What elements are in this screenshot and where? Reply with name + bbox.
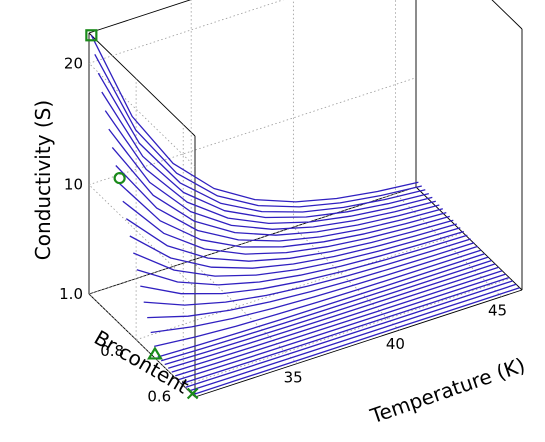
x-gridline xyxy=(293,226,400,331)
series-line xyxy=(175,270,503,377)
x-tick-label: 35 xyxy=(284,369,303,387)
series-line xyxy=(90,35,419,203)
series-line xyxy=(122,200,450,255)
series-markers xyxy=(85,29,199,400)
series-line xyxy=(150,245,478,334)
box-edge xyxy=(491,0,523,30)
box-edge xyxy=(415,186,523,291)
y-axis-title: Br content xyxy=(90,325,193,398)
z-tick-label: 20 xyxy=(64,54,83,72)
series-line xyxy=(94,53,422,208)
series-line xyxy=(118,182,447,248)
box-edge xyxy=(194,289,523,398)
series-line xyxy=(185,280,513,388)
y-gridline xyxy=(183,278,511,386)
series-line xyxy=(164,259,492,366)
z-gridline xyxy=(88,0,284,64)
series-line xyxy=(125,218,454,262)
series-line xyxy=(101,91,429,219)
cross-marker xyxy=(186,387,199,400)
z-gridline xyxy=(88,77,417,186)
y-tick-label: 0.6 xyxy=(147,388,171,406)
y-tick-label: 0.8 xyxy=(100,342,124,360)
triangle-marker xyxy=(147,346,163,360)
series-line xyxy=(147,242,475,319)
z-tick-label: 10 xyxy=(64,176,83,194)
square-marker xyxy=(85,29,98,42)
series-line xyxy=(161,256,489,362)
z-axis-title: Conductivity (S) xyxy=(31,100,55,260)
series-line xyxy=(129,223,457,269)
series-line xyxy=(97,72,426,213)
plot-box xyxy=(88,0,523,398)
series-line xyxy=(178,273,506,381)
series-line xyxy=(115,165,443,242)
z-gridline xyxy=(88,63,196,167)
series-line xyxy=(192,287,520,396)
circle-marker xyxy=(113,171,126,185)
z-gridline xyxy=(88,293,196,398)
series-line xyxy=(168,263,496,369)
series-line xyxy=(140,234,468,295)
z-gridline xyxy=(88,184,196,289)
series-line xyxy=(133,227,461,277)
series-line xyxy=(157,253,485,358)
series-line xyxy=(143,238,471,306)
series-line xyxy=(171,266,499,373)
x-axis-title: Temperature (K) xyxy=(366,353,528,429)
box-edge xyxy=(88,0,192,34)
series-line xyxy=(111,146,440,236)
y-gridline xyxy=(135,232,464,341)
series-line xyxy=(108,128,436,230)
series-line xyxy=(136,230,464,286)
series-curves xyxy=(90,35,520,396)
x-gridline xyxy=(190,260,298,364)
x-tick-label: 40 xyxy=(386,335,405,353)
x-gridline xyxy=(395,193,502,297)
series-line xyxy=(104,110,433,225)
z-tick-label: 1.0 xyxy=(59,285,83,303)
series-line xyxy=(182,276,510,385)
x-tick-label: 45 xyxy=(488,302,507,320)
series-line xyxy=(154,249,482,348)
box-edge xyxy=(88,32,196,137)
series-line xyxy=(188,283,517,392)
tick-labels: 1.0 10 20 35 40 45 0.6 0.8 xyxy=(59,54,507,405)
